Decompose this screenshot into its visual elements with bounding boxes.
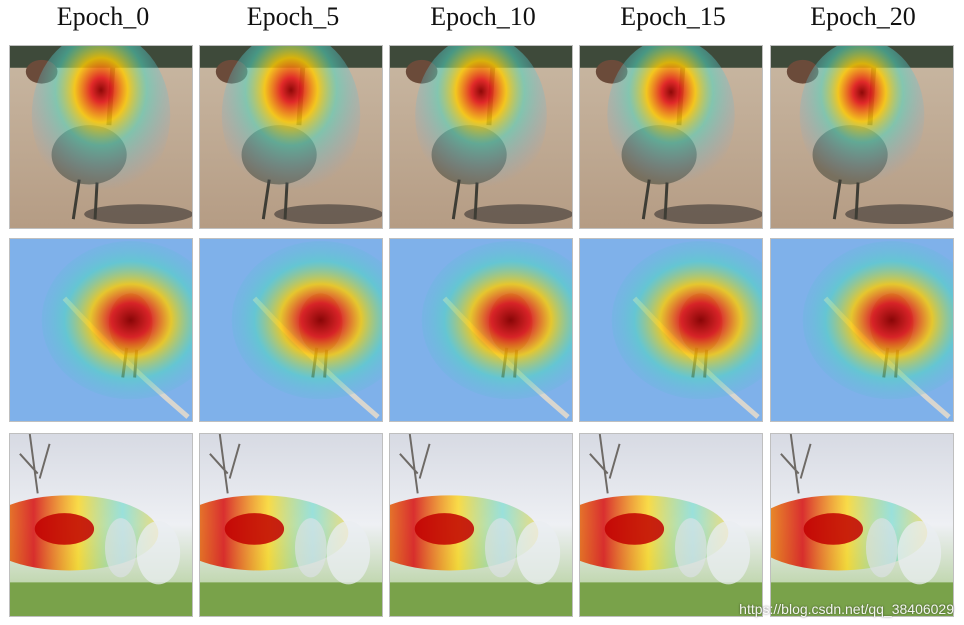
heatmap-image-bird-on-branch-epoch-5: [199, 238, 383, 422]
heatmap-image-bird-on-branch-epoch-20: [770, 238, 954, 422]
watermark: https://blog.csdn.net/qq_38406029: [739, 601, 954, 617]
heatmap-image-ostrich-epoch-15: [579, 45, 763, 229]
column-title-epoch-0: Epoch_0: [56, 2, 150, 31]
heatmap-image-dogs-epoch-20: [770, 433, 954, 617]
heatmap-image-ostrich-epoch-10: [389, 45, 573, 229]
column-title-epoch-15: Epoch_15: [620, 2, 726, 31]
heatmap-image-dogs-epoch-10: [389, 433, 573, 617]
heatmap-image-bird-on-branch-epoch-15: [579, 238, 763, 422]
column-title-epoch-5: Epoch_5: [246, 2, 340, 31]
column-title-epoch-10: Epoch_10: [430, 2, 536, 31]
heatmap-image-dogs-epoch-15: [579, 433, 763, 617]
column-title-epoch-20: Epoch_20: [810, 2, 916, 31]
heatmap-image-ostrich-epoch-5: [199, 45, 383, 229]
heatmap-image-bird-on-branch-epoch-10: [389, 238, 573, 422]
heatmap-image-bird-on-branch-epoch-0: [9, 238, 193, 422]
heatmap-image-ostrich-epoch-20: [770, 45, 954, 229]
heatmap-image-dogs-epoch-5: [199, 433, 383, 617]
heatmap-image-ostrich-epoch-0: [9, 45, 193, 229]
heatmap-image-dogs-epoch-0: [9, 433, 193, 617]
